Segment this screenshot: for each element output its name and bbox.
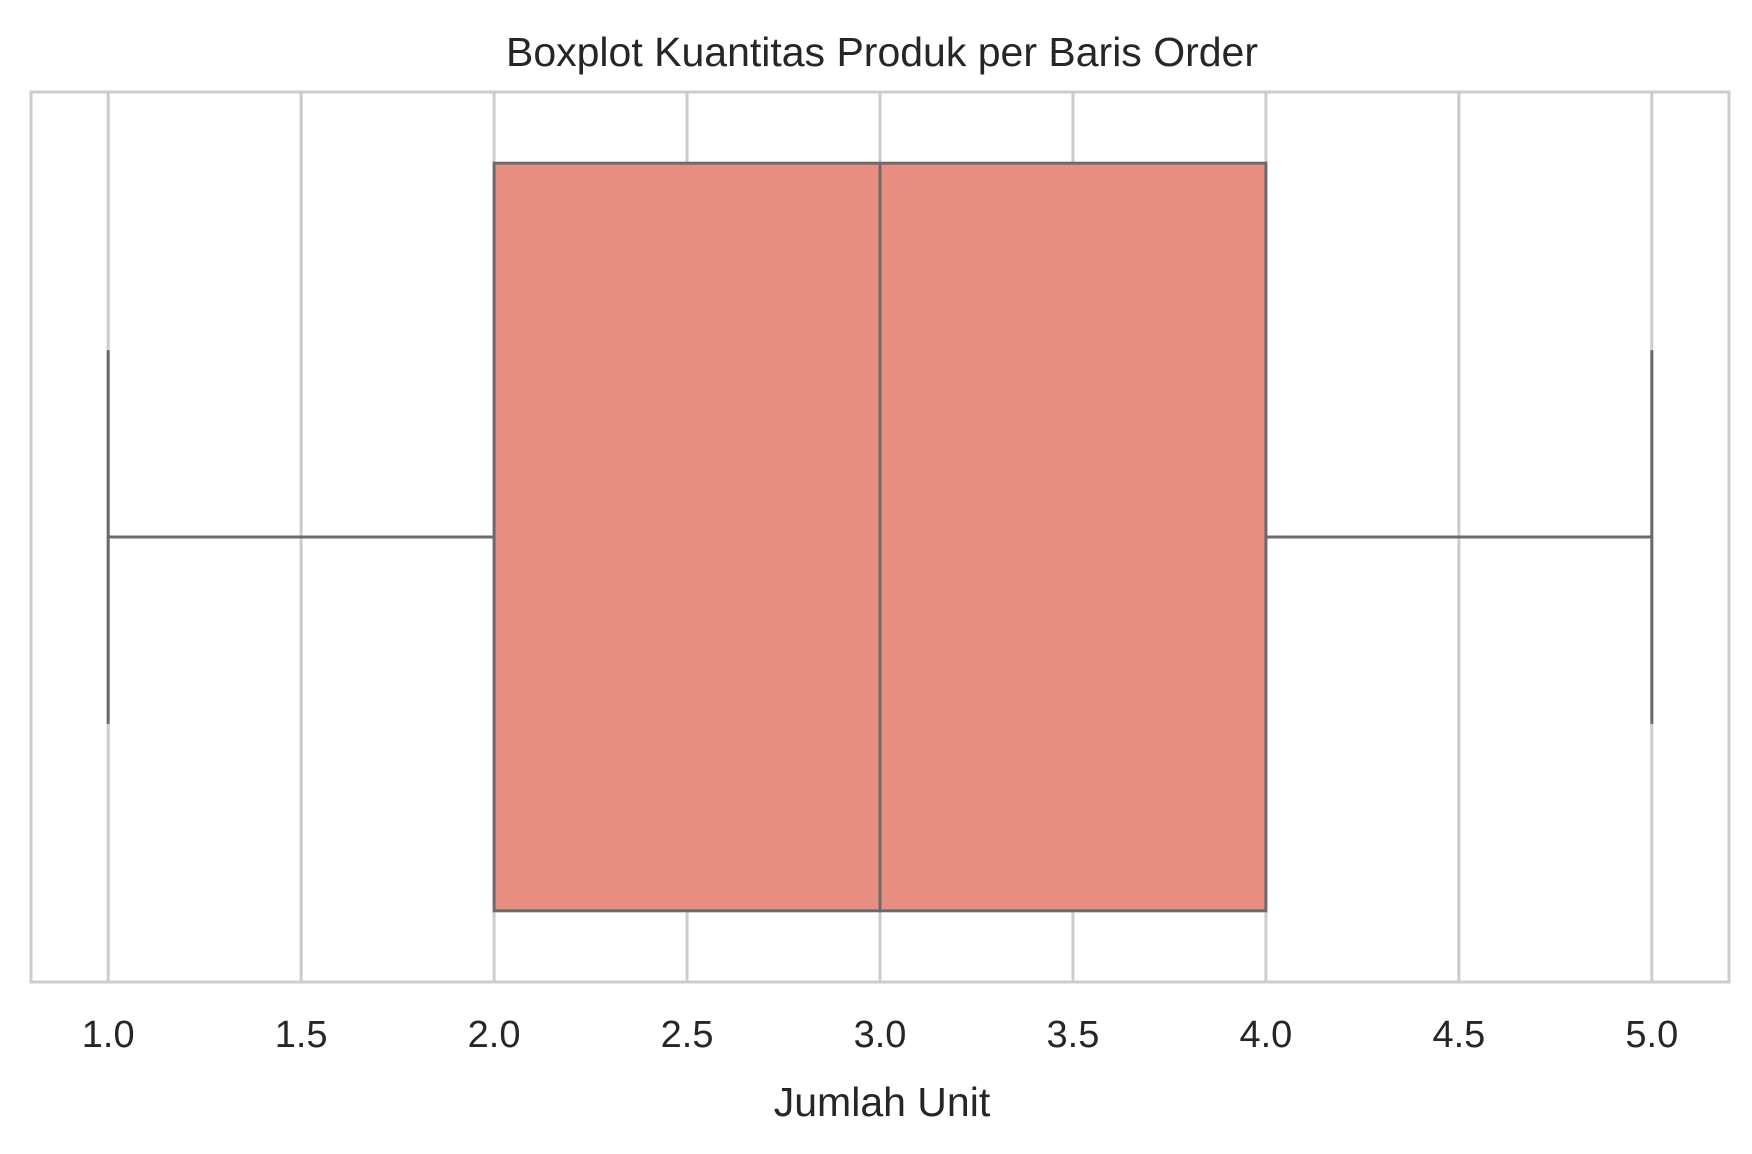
box-elements <box>106 161 1654 913</box>
plot-area-frame <box>29 90 1731 984</box>
x-tick-labels: 1.0 1.5 2.0 2.5 3.0 3.5 4.0 4.5 5.0 <box>82 1014 1678 1056</box>
x-tick-label: 2.5 <box>661 1014 714 1056</box>
x-tick-label: 2.0 <box>468 1014 521 1056</box>
x-tick-label: 1.0 <box>82 1014 135 1056</box>
x-tick-label: 4.5 <box>1432 1014 1485 1056</box>
x-tick-label: 4.0 <box>1239 1014 1292 1056</box>
x-tick-label: 5.0 <box>1625 1014 1678 1056</box>
x-tick-label: 3.5 <box>1047 1014 1100 1056</box>
x-axis-label: Jumlah Unit <box>774 1079 991 1125</box>
chart-title: Boxplot Kuantitas Produk per Baris Order <box>506 29 1258 75</box>
x-tick-label: 1.5 <box>275 1014 328 1056</box>
x-tick-label: 3.0 <box>854 1014 907 1056</box>
